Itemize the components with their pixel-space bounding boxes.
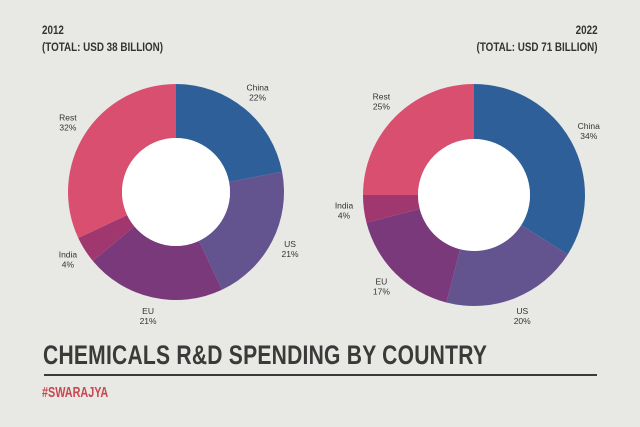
slice-2012-us: [198, 171, 285, 290]
label-2012-eu: EU 21%: [140, 306, 157, 326]
page-title: CHEMICALS R&D SPENDING BY COUNTRY: [43, 340, 488, 370]
label-2012-india: India 4%: [59, 250, 78, 270]
chart-2022-title: 2022: [576, 23, 598, 37]
label-value: 4%: [62, 260, 75, 270]
label-category: China: [246, 82, 268, 92]
label-value: 32%: [59, 122, 76, 132]
slice-2022-eu: [366, 208, 461, 303]
label-category: India: [335, 200, 354, 210]
slice-2012-india: [78, 214, 135, 261]
label-2022-eu: EU 17%: [373, 277, 390, 297]
slice-2022-us: [446, 225, 568, 306]
label-value: 21%: [140, 316, 157, 326]
label-category: India: [59, 250, 78, 260]
slice-2022-india: [363, 195, 420, 223]
label-2022-rest: Rest 25%: [373, 91, 391, 111]
label-category: EU: [375, 277, 387, 287]
chart-2022-heading: 2022 (TOTAL: USD 71 BILLION): [477, 22, 598, 56]
label-2012-rest: Rest 32%: [59, 112, 77, 132]
chart-2012-subtitle: (TOTAL: USD 38 BILLION): [42, 40, 164, 54]
chart-2012-heading: 2012 (TOTAL: USD 38 BILLION): [42, 22, 163, 56]
label-category: Rest: [373, 91, 391, 101]
donut-hole-2012: [122, 138, 230, 246]
chart-2022-subtitle: (TOTAL: USD 71 BILLION): [476, 40, 598, 54]
slice-2012-china: [176, 84, 283, 182]
donut-hole-2022: [418, 139, 530, 251]
label-value: 25%: [373, 101, 390, 111]
label-category: China: [578, 121, 600, 131]
slice-2022-rest: [363, 84, 474, 195]
label-value: 21%: [282, 249, 299, 259]
label-2012-us: US 21%: [282, 239, 299, 259]
slice-2012-rest: [67, 83, 176, 238]
title-divider: [44, 374, 597, 376]
label-value: 20%: [514, 316, 531, 326]
label-value: 34%: [580, 131, 597, 141]
label-2022-india: India 4%: [335, 200, 354, 220]
label-2022-us: US 20%: [514, 306, 531, 326]
label-category: Rest: [59, 112, 77, 122]
label-2022-china: China 34%: [578, 121, 600, 141]
chart-2012-title: 2012: [42, 23, 64, 37]
label-value: 4%: [338, 210, 351, 220]
slice-2012-eu: [92, 226, 222, 300]
label-value: 22%: [249, 92, 266, 102]
label-category: US: [516, 306, 528, 316]
brand-hashtag: #SWARAJYA: [42, 384, 109, 401]
label-category: EU: [142, 306, 154, 316]
label-category: US: [284, 239, 296, 249]
slice-2022-china: [474, 84, 585, 255]
label-value: 17%: [373, 287, 390, 297]
label-2012-china: China 22%: [246, 82, 268, 102]
